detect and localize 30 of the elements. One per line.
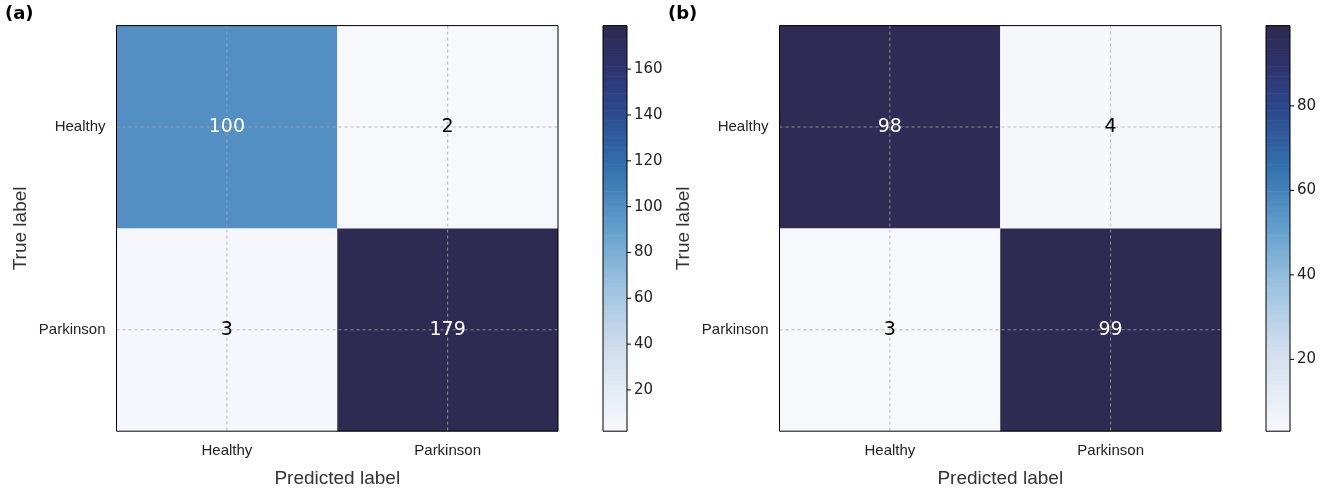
color-bar-label: 20: [634, 379, 654, 398]
color-bar-label: 40: [1297, 264, 1317, 283]
chart-title: (b): [668, 2, 698, 24]
data-label: 100: [208, 113, 246, 136]
data-label: 3: [883, 316, 896, 339]
y-axis-title: True label: [8, 186, 30, 271]
data-label: 4: [1104, 113, 1117, 136]
color-bar-label: 40: [634, 334, 654, 353]
x-tick-label: Healthy: [864, 441, 916, 459]
color-bar-label: 80: [634, 242, 654, 261]
color-bar-label: 60: [634, 288, 654, 307]
data-label: 98: [877, 113, 902, 136]
chart-title: (a): [5, 2, 34, 24]
color-bar-label: 20: [1297, 349, 1317, 368]
x-axis-title: Predicted label: [274, 466, 401, 488]
color-bar-label: 80: [1297, 95, 1317, 114]
color-bar-label: 100: [634, 196, 663, 215]
x-tick-label: Parkinson: [414, 441, 481, 459]
data-label: 2: [441, 113, 454, 136]
x-tick-label: Healthy: [201, 441, 253, 459]
color-bar-label: 160: [634, 59, 663, 78]
data-label: 3: [220, 316, 233, 339]
y-axis-title: True label: [671, 186, 693, 271]
x-tick-label: Parkinson: [1077, 441, 1144, 459]
color-bar-label: 120: [634, 150, 663, 169]
x-axis-title: Predicted label: [937, 466, 1064, 488]
color-bar-label: 140: [634, 104, 663, 123]
color-bar-label: 60: [1297, 180, 1317, 199]
data-label: 179: [429, 316, 466, 339]
data-label: 99: [1098, 316, 1123, 339]
